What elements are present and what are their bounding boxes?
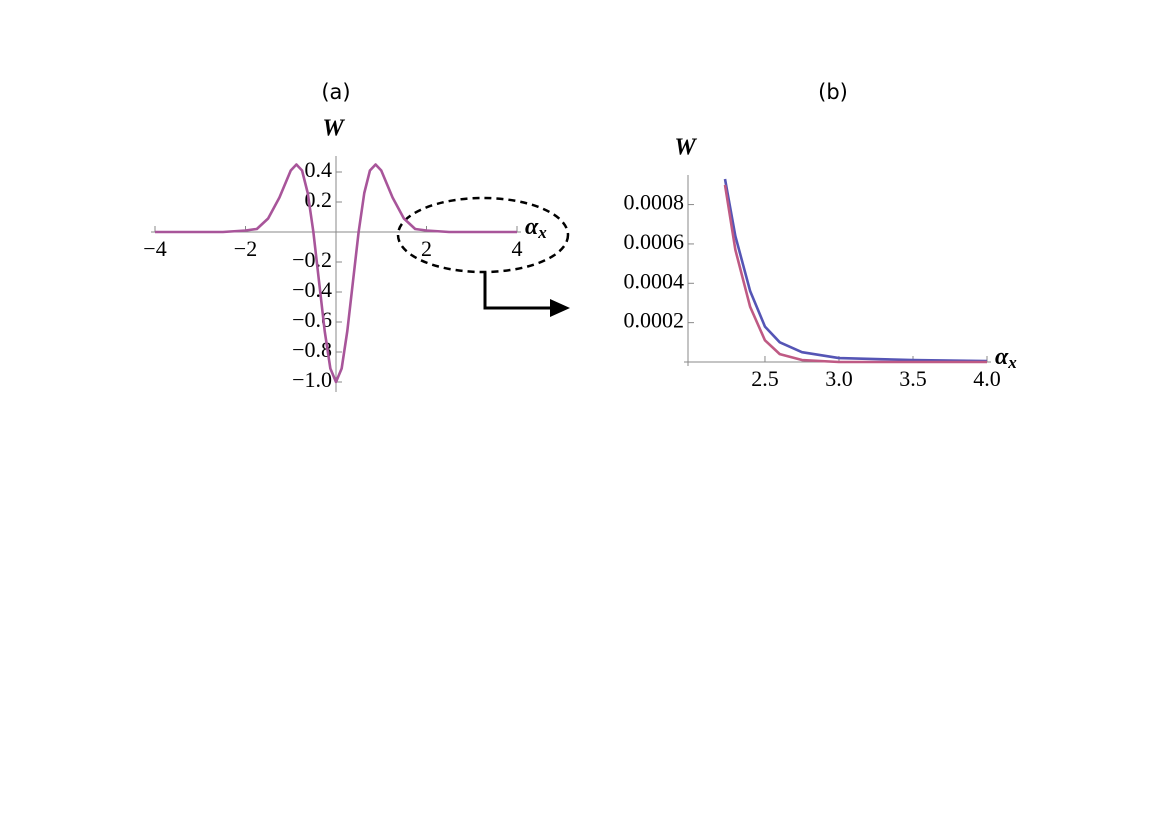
- x-tick-label: −4: [143, 236, 166, 261]
- y-tick-label: −0.4: [292, 277, 332, 302]
- x-tick-label: 3.0: [825, 366, 853, 391]
- x-axis-label-subscript: x: [537, 223, 547, 242]
- y-tick-label: 0.4: [305, 157, 333, 182]
- data-line: [723, 184, 987, 364]
- data-line: [155, 163, 517, 384]
- x-tick-label: 3.5: [899, 366, 927, 391]
- zoom-ellipse: [396, 196, 570, 274]
- data-line: [723, 178, 988, 363]
- x-axis-label-subscript: x: [1007, 353, 1017, 372]
- x-tick-label: 4.0: [973, 366, 1001, 391]
- y-axis-label: W: [322, 116, 345, 142]
- x-tick-label: −2: [234, 236, 257, 261]
- y-axis-label: W: [674, 135, 697, 161]
- y-tick-label: −1.0: [292, 367, 332, 392]
- x-tick-label: 2: [421, 236, 432, 261]
- y-tick-label: −0.2: [292, 247, 332, 272]
- x-axis-label-symbol: α: [525, 214, 539, 240]
- panel-title: (b): [818, 80, 848, 104]
- panel-title: (a): [321, 80, 350, 104]
- x-axis-label: αx: [995, 344, 1017, 372]
- zoom-arrow: [483, 272, 552, 310]
- y-tick-label: −0.6: [292, 307, 332, 332]
- x-tick-label: 4: [512, 236, 523, 261]
- x-axis-label: αx: [525, 214, 547, 242]
- y-tick-label: 0.0004: [624, 268, 685, 293]
- y-tick-label: 0.0006: [624, 229, 685, 254]
- x-axis-label-symbol: α: [995, 344, 1009, 370]
- arrow-head: [550, 299, 570, 317]
- y-tick-label: 0.0008: [624, 190, 685, 215]
- x-tick-label: 2.5: [751, 366, 779, 391]
- y-tick-label: 0.0002: [624, 308, 685, 333]
